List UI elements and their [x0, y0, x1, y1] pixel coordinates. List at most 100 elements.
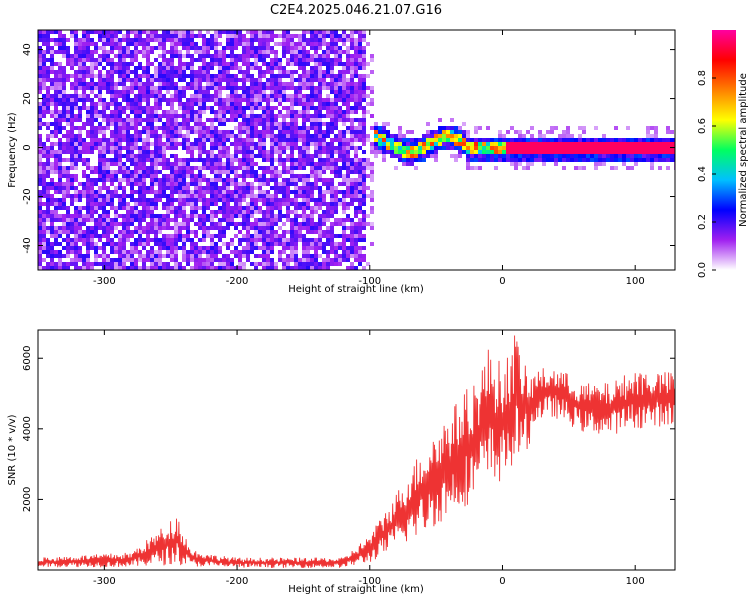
heatmap-cell — [262, 46, 266, 50]
heatmap-cell — [62, 34, 66, 38]
heatmap-cell — [338, 202, 342, 206]
heatmap-cell — [326, 166, 330, 170]
heatmap-cell — [42, 122, 46, 126]
heatmap-cell — [202, 258, 206, 262]
heatmap-cell — [166, 214, 170, 218]
heatmap-cell — [214, 98, 218, 102]
heatmap-cell — [210, 194, 214, 198]
heatmap-cell — [118, 214, 122, 218]
heatmap-cell — [50, 234, 54, 238]
heatmap-cell — [94, 262, 98, 266]
heatmap-cell — [138, 250, 142, 254]
heatmap-cell — [330, 142, 334, 146]
heatmap-cell — [150, 210, 154, 214]
heatmap-cell — [218, 150, 222, 154]
heatmap-cell — [278, 226, 282, 230]
heatmap-cell — [274, 74, 278, 78]
heatmap-cell — [150, 94, 154, 98]
heatmap-cell — [318, 242, 322, 246]
heatmap-cell — [50, 78, 54, 82]
heatmap-cell — [326, 102, 330, 106]
heatmap-cell — [182, 66, 186, 70]
heatmap-cell — [166, 238, 170, 242]
heatmap-cell — [38, 198, 42, 202]
heatmap-cell — [334, 34, 338, 38]
heatmap-cell — [246, 150, 250, 154]
heatmap-cell — [274, 98, 278, 102]
heatmap-cell — [238, 158, 242, 162]
heatmap-cell — [134, 118, 138, 122]
heatmap-cell — [122, 174, 126, 178]
heatmap-cell — [154, 134, 158, 138]
heatmap-cell — [198, 198, 202, 202]
heatmap-cell — [170, 78, 174, 82]
heatmap-cell — [250, 242, 254, 246]
heatmap-cell — [306, 78, 310, 82]
colorbar-tick-label: 0.4 — [697, 166, 708, 182]
heatmap-cell — [158, 134, 162, 138]
heatmap-cell — [474, 154, 478, 158]
heatmap-cell — [158, 142, 162, 146]
heatmap-cell — [338, 198, 342, 202]
heatmap-cell — [210, 154, 214, 158]
heatmap-cell — [186, 126, 190, 130]
heatmap-cell — [254, 154, 258, 158]
heatmap-cell — [510, 150, 514, 154]
heatmap-cell — [62, 102, 66, 106]
heatmap-cell — [270, 218, 274, 222]
heatmap-cell — [626, 166, 630, 170]
heatmap-cell — [102, 250, 106, 254]
heatmap-cell — [598, 138, 602, 142]
heatmap-cell — [362, 34, 366, 38]
heatmap-cell — [550, 154, 554, 158]
heatmap-cell — [270, 130, 274, 134]
heatmap-cell — [302, 130, 306, 134]
heatmap-cell — [370, 174, 374, 178]
heatmap-cell — [318, 146, 322, 150]
heatmap-cell — [38, 38, 42, 42]
heatmap-cell — [86, 66, 90, 70]
heatmap-cell — [342, 162, 346, 166]
heatmap-cell — [322, 50, 326, 54]
heatmap-cell — [82, 38, 86, 42]
heatmap-cell — [254, 238, 258, 242]
heatmap-cell — [82, 194, 86, 198]
heatmap-cell — [302, 174, 306, 178]
heatmap-cell — [46, 126, 50, 130]
heatmap-cell — [302, 38, 306, 42]
heatmap-cell — [286, 238, 290, 242]
heatmap-cell — [174, 246, 178, 250]
heatmap-cell — [190, 38, 194, 42]
heatmap-cell — [218, 238, 222, 242]
heatmap-cell — [442, 126, 446, 130]
heatmap-cell — [146, 50, 150, 54]
heatmap-cell — [306, 226, 310, 230]
heatmap-cell — [222, 134, 226, 138]
heatmap-cell — [226, 110, 230, 114]
heatmap-cell — [110, 58, 114, 62]
heatmap-cell — [38, 34, 42, 38]
heatmap-cell — [50, 70, 54, 74]
heatmap-cell — [362, 46, 366, 50]
heatmap-cell — [262, 98, 266, 102]
heatmap-cell — [646, 134, 650, 138]
heatmap-cell — [578, 158, 582, 162]
heatmap-cell — [94, 194, 98, 198]
colorbar-label: Normalized spectral amplitude — [738, 73, 749, 227]
heatmap-cell — [354, 86, 358, 90]
heatmap-cell — [238, 102, 242, 106]
heatmap-cell — [98, 170, 102, 174]
heatmap-cell — [174, 266, 178, 270]
heatmap-cell — [238, 142, 242, 146]
heatmap-cell — [86, 74, 90, 78]
heatmap-cell — [178, 182, 182, 186]
heatmap-cell — [614, 150, 618, 154]
heatmap-cell — [286, 34, 290, 38]
heatmap-cell — [150, 214, 154, 218]
heatmap-cell — [578, 150, 582, 154]
heatmap-cell — [146, 86, 150, 90]
heatmap-cell — [402, 134, 406, 138]
heatmap-cell — [306, 42, 310, 46]
heatmap-cell — [606, 138, 610, 142]
heatmap-cell — [262, 134, 266, 138]
